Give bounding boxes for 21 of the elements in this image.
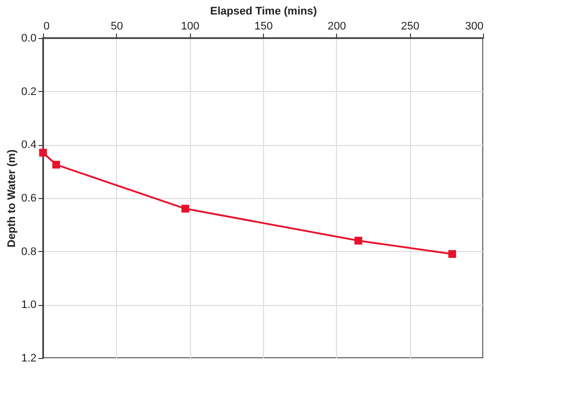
point [354,236,362,245]
point [39,148,47,157]
x-tick-label: 250 [400,20,420,32]
point [52,160,60,169]
x-tick-label: 50 [110,20,123,32]
y-tick-label: 0.0 [21,32,36,44]
x-tick-label: 200 [328,20,346,32]
y-tick-label: 1.0 [21,299,36,312]
point [181,204,190,213]
y-axis-title: Depth to Water (m) [6,149,18,248]
y-tick-label: 0.8 [21,246,36,258]
x-tick-label: 150 [254,20,273,32]
x-tick-label: 300 [465,20,484,32]
x-tick-label: 0 [44,20,50,32]
point [448,250,456,258]
y-tick-label: 1.2 [21,352,36,364]
x-axis-title: Elapsed Time (mins) [210,6,318,18]
y-tick-label: 0.2 [21,86,36,98]
x-tick-label: 100 [180,20,200,32]
y-tick-label: 0.6 [21,192,36,204]
y-tick-label: 0.4 [21,139,36,152]
